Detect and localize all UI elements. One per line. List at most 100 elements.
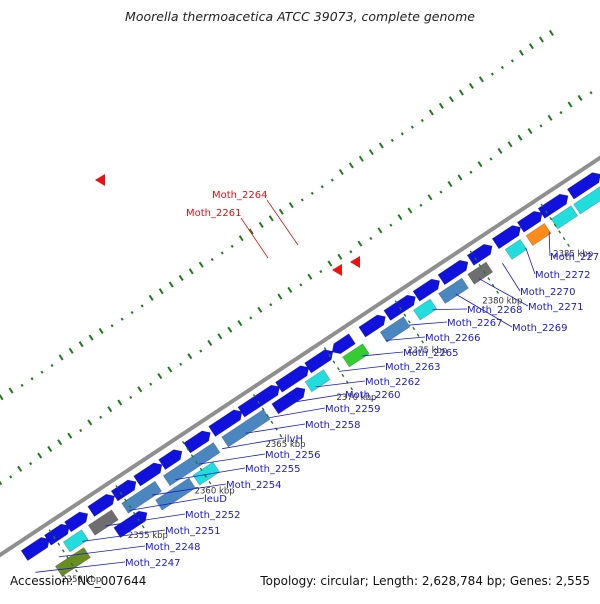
gene-feature[interactable] [413,298,438,321]
gc-content-mark [548,29,554,36]
gc-skew-mark [107,406,113,413]
gene-feature[interactable] [304,369,331,393]
gene-label[interactable]: leuD [204,494,227,505]
gene-label[interactable]: Moth_2259 [325,404,380,415]
gc-content-mark [368,149,374,156]
gc-content-mark [358,155,364,162]
gene-label[interactable]: Moth_2258 [305,420,360,431]
gene-feature[interactable] [87,493,115,517]
gene-feature[interactable] [331,333,356,355]
gc-content-mark [490,72,494,76]
gene-feature[interactable] [121,480,163,514]
tick-label: 2355 kbp [128,531,168,541]
gene-label[interactable]: Moth_2268 [467,305,522,316]
gc-skew-mark [217,333,223,340]
gene-feature[interactable] [64,511,89,533]
gc-content-mark [410,125,414,129]
gc-content-mark [0,394,4,401]
gene-feature[interactable] [87,509,119,536]
gene-feature[interactable] [162,442,221,487]
gc-skew-mark [507,141,513,148]
gene-label[interactable]: Moth_2262 [365,377,420,388]
gene-feature[interactable] [110,479,137,502]
label-leader [292,393,346,403]
gene-label[interactable]: Moth_2247 [125,558,180,569]
gene-label[interactable]: Moth_2248 [145,542,200,553]
gene-feature-red[interactable] [350,256,360,268]
gene-feature[interactable] [221,408,271,448]
gene-feature[interactable] [183,430,211,454]
gc-skew-mark [489,157,493,161]
tick-label: 2380 kbp [482,296,522,306]
gene-feature-red[interactable] [332,264,342,276]
tick-line [182,440,213,487]
gc-content-mark [98,327,104,335]
gene-feature[interactable] [525,222,552,247]
gene-label-red[interactable]: Moth_2261 [186,208,241,219]
gc-content-mark [448,96,454,103]
gene-feature[interactable] [133,462,163,487]
gene-label[interactable]: Moth_2270 [520,287,575,298]
gene-feature[interactable] [537,193,569,219]
gene-label[interactable]: Moth_2263 [385,362,440,373]
gene-label[interactable]: ilvH [284,434,303,445]
gene-label[interactable]: Moth_2271 [528,302,583,313]
gene-feature[interactable] [466,243,493,266]
gene-feature[interactable] [155,477,196,511]
gene-feature[interactable] [379,316,411,343]
gene-feature[interactable] [504,238,528,260]
gene-label[interactable]: Moth_2260 [345,390,400,401]
gc-skew-mark [547,114,553,121]
gc-content-mark [510,59,514,63]
gene-feature[interactable] [358,314,386,338]
gene-label[interactable]: Moth_2273 [550,252,600,263]
gene-feature[interactable] [437,259,469,286]
gene-feature[interactable] [237,384,280,418]
gc-content-mark [210,257,214,262]
gene-feature-red[interactable] [95,174,105,186]
gene-feature[interactable] [573,180,600,215]
gc-skew-mark [319,269,323,274]
gc-content-mark [68,347,74,354]
gene-label[interactable]: Moth_2252 [185,510,240,521]
gene-feature[interactable] [43,523,70,546]
gene-label[interactable]: Moth_2267 [447,318,502,329]
gene-label[interactable]: Moth_2251 [165,526,220,537]
tick-line [469,250,501,297]
gene-feature[interactable] [412,278,441,302]
gc-skew-mark [47,445,53,452]
gene-feature[interactable] [271,387,306,415]
gene-feature[interactable] [516,210,543,233]
gene-feature[interactable] [54,547,91,577]
gene-feature[interactable] [158,449,183,471]
gc-skew-mark [407,207,413,214]
gc-skew-mark [287,286,293,294]
tick-line [252,394,284,440]
gene-feature[interactable] [491,225,521,250]
gc-skew-mark [559,111,563,115]
gene-label[interactable]: Moth_2269 [512,323,567,334]
gene-label[interactable]: Moth_2265 [403,348,458,359]
gc-content-mark [88,334,94,341]
gene-feature[interactable] [20,537,50,562]
gene-label[interactable]: Moth_2255 [245,464,300,475]
gene-feature[interactable] [208,409,243,437]
gene-label[interactable]: Moth_2254 [226,480,281,491]
gc-skew-mark [0,480,3,486]
gene-label-red[interactable]: Moth_2264 [212,190,267,201]
gene-feature[interactable] [274,365,310,393]
gc-skew-mark [307,273,313,280]
gene-label[interactable]: Moth_2256 [265,450,320,461]
gc-skew-mark [9,475,13,479]
gene-feature[interactable] [342,343,370,368]
gene-label[interactable]: Moth_2272 [535,270,590,281]
gc-content-mark [238,235,244,242]
gc-content-mark [230,244,234,248]
gene-label[interactable]: Moth_2266 [425,333,480,344]
gene-feature[interactable] [304,349,334,374]
label-leader [525,247,536,275]
gene-feature[interactable] [438,277,469,304]
gene-feature[interactable] [62,529,89,553]
